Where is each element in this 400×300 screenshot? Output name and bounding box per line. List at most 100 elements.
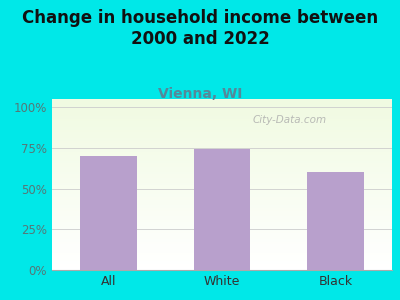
Bar — [52, 237, 392, 238]
Bar — [52, 211, 392, 212]
Bar — [52, 181, 392, 182]
Bar — [52, 159, 392, 160]
Bar — [52, 135, 392, 136]
Bar — [80, 156, 137, 270]
Bar — [52, 138, 392, 139]
Bar — [52, 238, 392, 239]
Text: Change in household income between
2000 and 2022: Change in household income between 2000 … — [22, 9, 378, 48]
Bar — [52, 178, 392, 179]
Bar — [52, 199, 392, 200]
Bar — [52, 185, 392, 186]
Bar — [52, 242, 392, 243]
Bar — [52, 243, 392, 244]
Bar — [52, 246, 392, 247]
Bar — [52, 202, 392, 203]
Bar — [52, 218, 392, 219]
Bar — [52, 129, 392, 130]
Bar — [52, 142, 392, 143]
Bar — [194, 149, 250, 270]
Bar — [52, 217, 392, 218]
Bar — [52, 232, 392, 233]
Bar — [52, 260, 392, 261]
Bar — [52, 126, 392, 127]
Bar — [52, 132, 392, 133]
Bar — [52, 265, 392, 266]
Bar — [52, 165, 392, 166]
Bar — [52, 210, 392, 211]
Bar — [52, 151, 392, 152]
Bar — [52, 163, 392, 164]
Bar — [52, 162, 392, 163]
Bar — [52, 264, 392, 265]
Bar — [52, 174, 392, 175]
Bar — [52, 153, 392, 154]
Bar — [52, 222, 392, 223]
Bar — [52, 220, 392, 221]
Bar — [52, 144, 392, 145]
Bar — [52, 114, 392, 115]
Bar — [52, 187, 392, 188]
Bar — [52, 269, 392, 270]
Bar — [52, 248, 392, 249]
Bar — [52, 268, 392, 269]
Bar — [52, 164, 392, 165]
Bar — [52, 202, 392, 203]
Bar — [52, 147, 392, 148]
Bar — [52, 119, 392, 120]
Bar — [52, 262, 392, 263]
Bar — [52, 110, 392, 111]
Bar — [52, 156, 392, 157]
Bar — [52, 200, 392, 201]
Bar — [52, 120, 392, 121]
Bar — [52, 215, 392, 216]
Bar — [52, 212, 392, 213]
Bar — [52, 107, 392, 108]
Bar — [52, 224, 392, 225]
Bar — [52, 173, 392, 174]
Bar — [52, 225, 392, 226]
Bar — [52, 190, 392, 191]
Bar — [52, 172, 392, 173]
Bar — [52, 207, 392, 208]
Bar — [52, 99, 392, 100]
Bar — [52, 191, 392, 192]
Bar — [52, 118, 392, 119]
Bar — [52, 241, 392, 242]
Bar — [52, 133, 392, 134]
Bar — [52, 150, 392, 151]
Bar — [52, 161, 392, 162]
Bar — [52, 240, 392, 241]
Bar — [52, 134, 392, 135]
Bar — [52, 130, 392, 131]
Bar — [52, 196, 392, 197]
Text: Vienna, WI: Vienna, WI — [158, 87, 242, 101]
Bar — [52, 208, 392, 209]
Bar — [52, 188, 392, 189]
Bar — [52, 179, 392, 180]
Bar — [52, 235, 392, 236]
Bar — [52, 236, 392, 237]
Bar — [52, 100, 392, 101]
Bar — [52, 239, 392, 240]
Bar — [52, 201, 392, 202]
Bar — [52, 157, 392, 158]
Bar — [52, 197, 392, 198]
Bar — [52, 113, 392, 114]
Bar — [52, 267, 392, 268]
Bar — [52, 111, 392, 112]
Bar — [52, 177, 392, 178]
Bar — [52, 166, 392, 167]
Bar — [52, 148, 392, 149]
Bar — [52, 266, 392, 267]
Bar — [52, 170, 392, 171]
Bar — [52, 244, 392, 245]
Bar — [307, 172, 364, 270]
Bar — [52, 213, 392, 214]
Bar — [52, 115, 392, 116]
Bar — [52, 137, 392, 138]
Bar — [52, 131, 392, 132]
Bar — [52, 216, 392, 217]
Bar — [52, 116, 392, 117]
Bar — [52, 250, 392, 251]
Bar — [52, 104, 392, 105]
